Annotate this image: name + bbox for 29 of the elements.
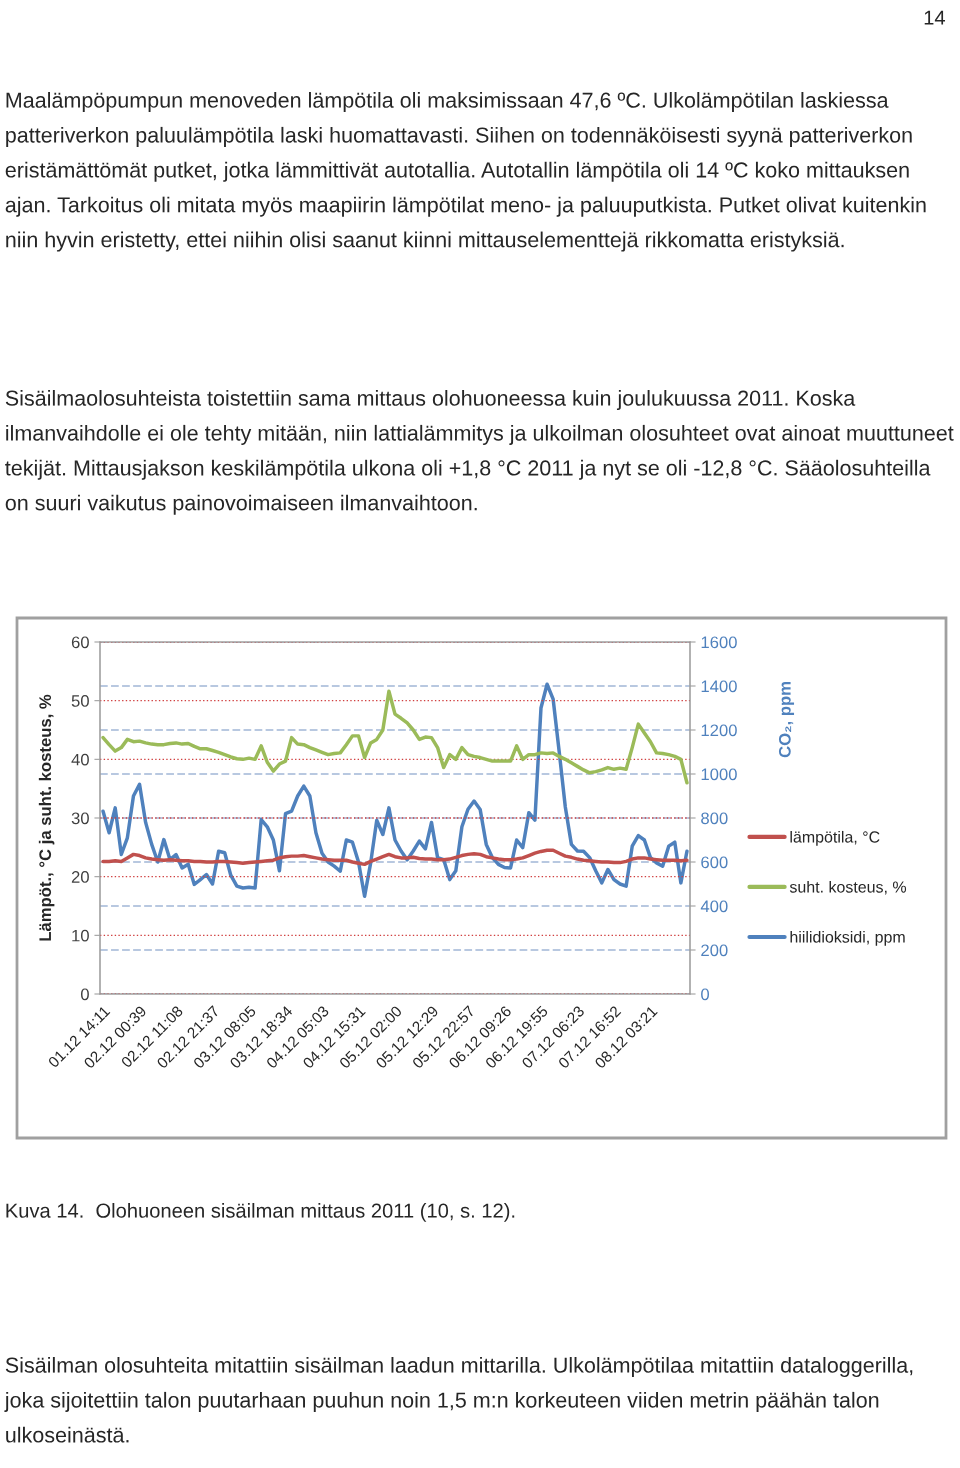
y-tick-label: 10 (72, 929, 89, 942)
y-tick-label: 60 (71, 636, 89, 649)
y2-tick-label: 200 (701, 944, 728, 957)
y2-tick-label: 800 (701, 812, 728, 825)
y-axis-title: Lämpöt., °C ja suht. kosteus, % (38, 694, 55, 941)
y-tick-label: 20 (71, 871, 89, 883)
y-tick-label: 0 (80, 988, 89, 1001)
line-series (101, 682, 689, 899)
y2-tick-label: 0 (701, 988, 710, 1001)
text: Maalämpöpumpun menoveden lämpötila oli maksimissaan 47,6 ºC. Ulkolämpötilan laskiessa patteriverkon paluulämpötila laski huomattavasti. Siihen on todennäköisesti syynä patteriverkon eristämättömät putket, jotka lämmittivät autotallia. Autotallin lämpötila oli 14 ºC koko mittauksen ajan. Tarkoitus oli mitata myös maapiirin lämpötilat meno- ja paluuputkista. Putket olivat kuitenkin niin hyvin eristetty, ettei niihin olisi saanut kiinni mittauselementtejä rikkomatta eristyksiä. (5, 92, 926, 252)
text: 14 (924, 10, 946, 25)
y2-tick-label: 1400 (701, 680, 737, 693)
y2-tick-label: 400 (700, 900, 728, 913)
line-series (101, 848, 689, 867)
y-tick-label: 30 (71, 812, 89, 825)
y2-tick-label: 1000 (701, 768, 737, 781)
y2-tick-label: 1600 (701, 636, 737, 649)
text: Sisäilman olosuhteita mitattiin sisäilman laadun mittarilla. Ulkolämpötilaa mitattiin dataloggerilla, joka sijoitettiin talon puutarhaan puuhun noin 1,5 m:n korkeuteen viiden metrin päähän talon ulkoseinästä. (4, 1357, 913, 1443)
y2-tick-label: 600 (701, 856, 728, 869)
y2-tick-label: 1200 (701, 724, 737, 737)
legend-label: lämpötila, °C (790, 830, 880, 846)
y-tick-label: 40 (71, 753, 89, 766)
legend-label: hiilidioksidi, ppm (790, 930, 905, 946)
y-tick-label: 50 (71, 695, 89, 707)
legend-label: suht. kosteus, % (789, 880, 907, 895)
text: Kuva 14. Olohuoneen sisäilman mittaus 2011 (10, s. 12). (6, 1203, 515, 1222)
line-series (101, 689, 689, 785)
text: Sisäilmaolosuhteista toistettiin sama mittaus olohuoneessa kuin joulukuussa 2011. Koska ilmanvaihdolle ei ole tehty mitään, niin lattialämmitys ja ulkoilman olosuhteet ovat ainoat muuttuneet tekijät. Mittausjakson keskilämpötila ulkona oli +1,8 °C 2011 ja nyt se oli -12,8 °C. Sääolosuhteilla on suuri vaikutus painovoimaiseen ilmanvaihtoon. (5, 390, 954, 515)
y2-axis-title: CO₂, ppm (778, 682, 795, 758)
